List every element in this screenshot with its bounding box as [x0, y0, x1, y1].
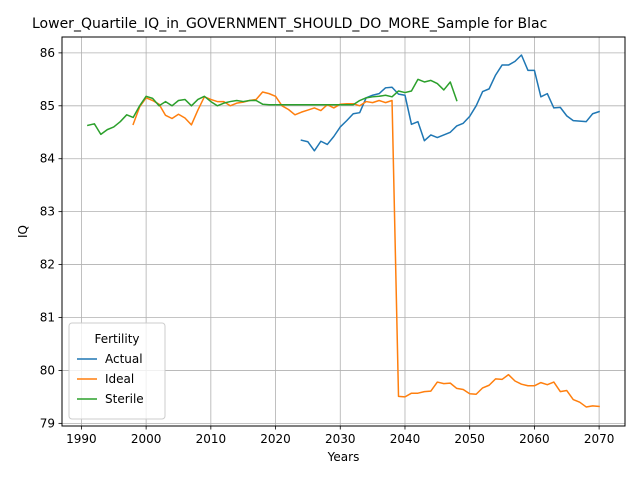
legend-title: Fertility — [94, 332, 139, 346]
y-axis-label: IQ — [16, 225, 30, 238]
x-tick-label: 2050 — [454, 432, 485, 446]
legend-label-sterile: Sterile — [105, 392, 144, 406]
chart-title: Lower_Quartile_IQ_in_GOVERNMENT_SHOULD_D… — [32, 16, 547, 32]
y-tick-label: 83 — [40, 205, 55, 219]
y-tick-label: 82 — [40, 258, 55, 272]
y-tick-label: 81 — [40, 311, 55, 325]
x-tick-label: 2070 — [584, 432, 615, 446]
x-tick-label: 1990 — [66, 432, 97, 446]
x-tick-label: 2030 — [325, 432, 356, 446]
x-axis-label: Years — [327, 450, 360, 464]
y-tick-label: 80 — [40, 363, 55, 377]
x-tick-label: 2040 — [390, 432, 421, 446]
legend: Fertility Actual Ideal Sterile — [69, 323, 165, 419]
y-tick-label: 79 — [40, 416, 55, 430]
legend-label-ideal: Ideal — [105, 372, 134, 386]
x-tick-label: 2060 — [519, 432, 550, 446]
y-tick-label: 86 — [40, 46, 55, 60]
legend-label-actual: Actual — [105, 352, 143, 366]
x-tick-label: 2010 — [196, 432, 227, 446]
y-tick-label: 84 — [40, 152, 55, 166]
x-tick-label: 2020 — [260, 432, 291, 446]
y-tick-label: 85 — [40, 99, 55, 113]
x-tick-label: 2000 — [131, 432, 162, 446]
